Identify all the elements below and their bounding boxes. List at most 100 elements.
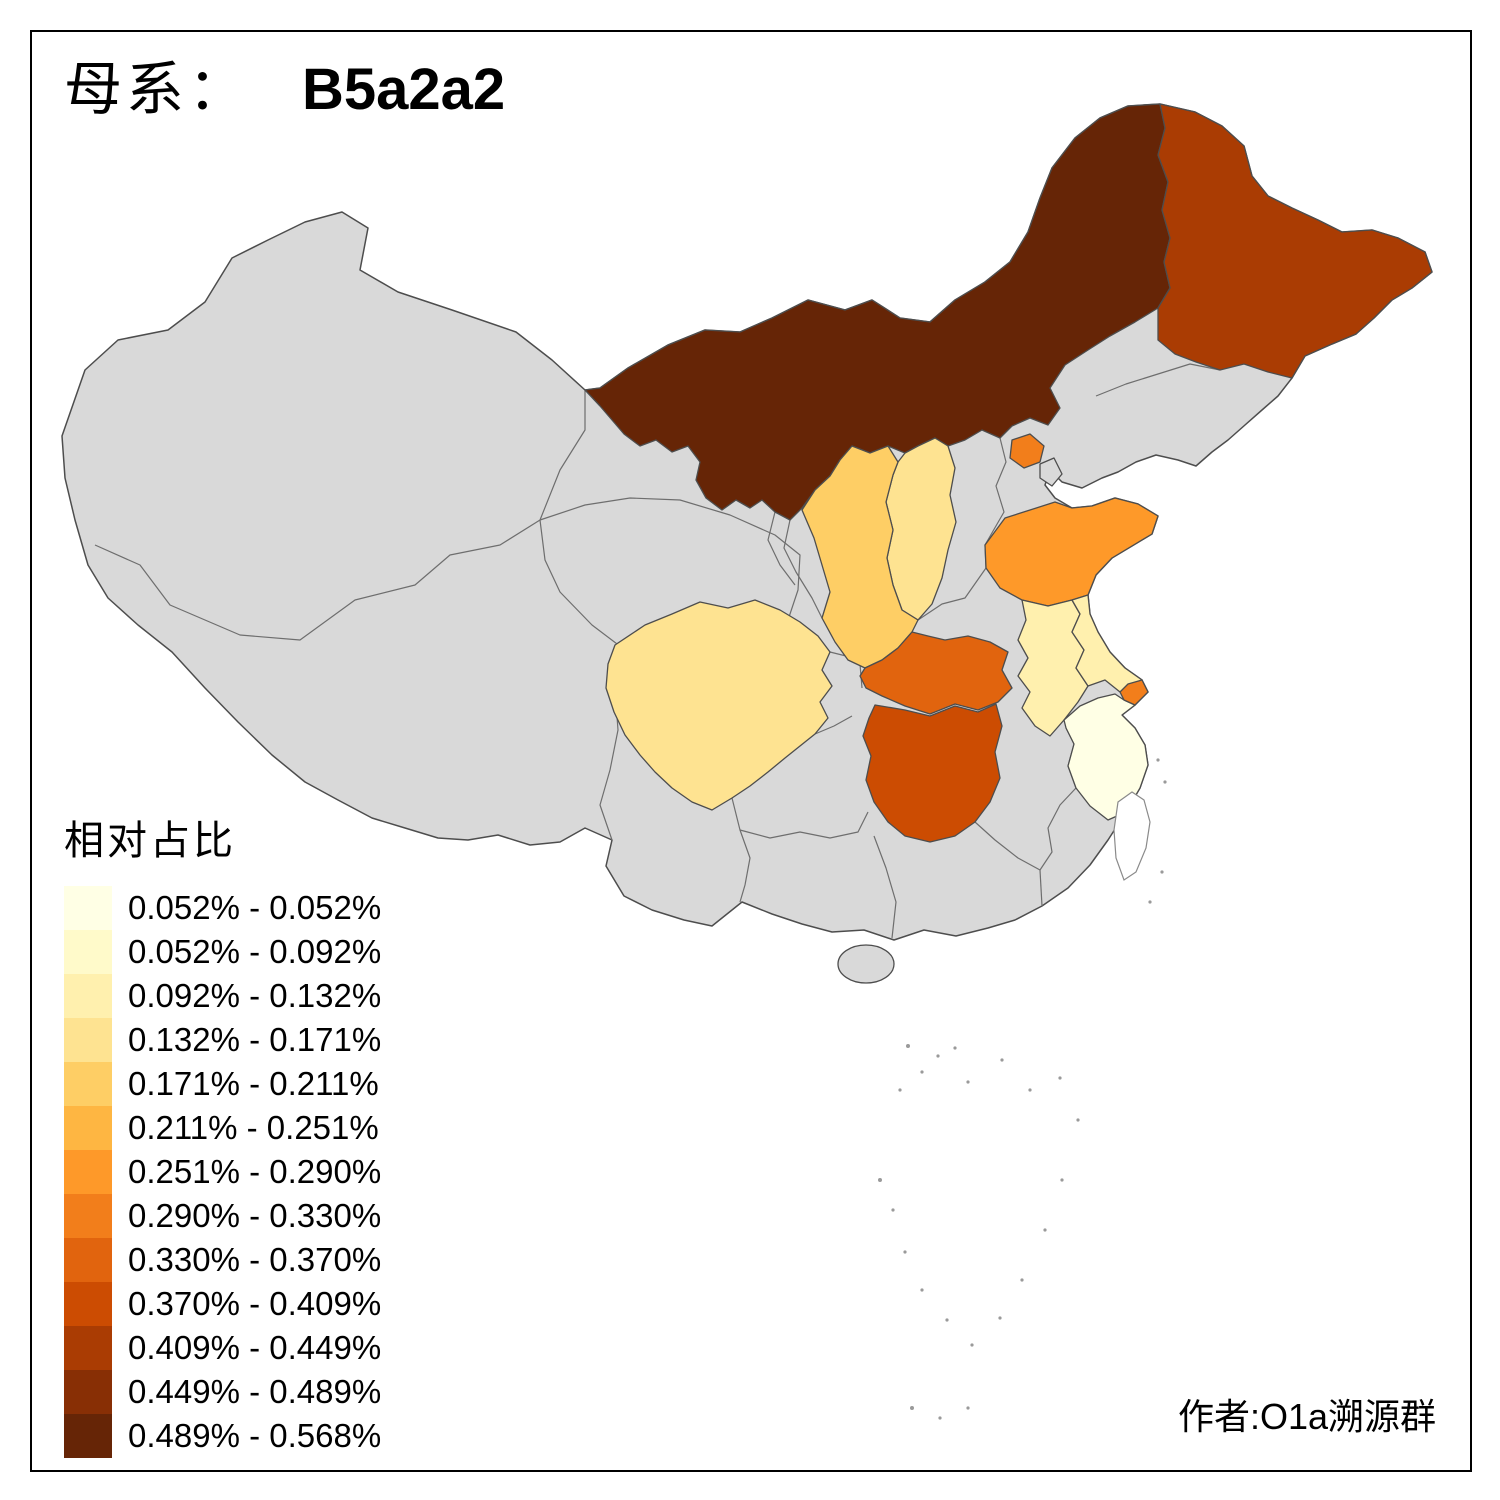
hainan-island [837,944,895,984]
region-hubei [859,631,1013,715]
legend-row: 0.330% - 0.370% [64,1238,381,1282]
province-border-line [539,390,586,521]
legend-row: 0.290% - 0.330% [64,1194,381,1238]
author-credit: 作者:O1a溯源群 [1178,1396,1437,1437]
taiwan-island [1113,791,1151,881]
region-tianjin [1039,457,1063,487]
legend-row: 0.449% - 0.489% [64,1370,381,1414]
region-sichuan [605,599,833,811]
legend-label: 0.052% - 0.092% [128,933,382,970]
islet [1156,758,1160,762]
islet [1000,1058,1004,1062]
legend: 相对占比 0.052% - 0.052% 0.052% - 0.092% 0.0… [64,808,381,1458]
legend-row: 0.132% - 0.171% [64,1018,381,1062]
islet [1076,1118,1080,1122]
islet [936,1054,940,1058]
province-border-line [783,519,823,619]
legend-label: 0.409% - 0.449% [128,1329,382,1366]
legend-swatch [64,1106,112,1150]
legend-swatch [64,1018,112,1062]
islet [903,1250,907,1254]
legend-label: 0.171% - 0.211% [128,1065,379,1102]
province-border-line [1095,363,1221,397]
province-border-line [917,567,987,621]
legend-label: 0.092% - 0.132% [128,977,382,1014]
province-border-line [739,811,869,839]
legend-swatch [64,1238,112,1282]
legend-swatch [64,1194,112,1238]
province-border-line [873,835,897,939]
legend-swatch [64,1414,112,1458]
legend-swatch [64,1062,112,1106]
islet [998,1316,1002,1320]
legend-label: 0.489% - 0.568% [128,1417,382,1454]
legend-swatch [64,1282,112,1326]
title-haplogroup-value: B5a2a2 [302,57,506,122]
province-border-line [1039,869,1043,907]
plot-frame [30,30,1472,1472]
islet [1160,870,1164,874]
islet [1058,1076,1062,1080]
region-hunan [862,703,1003,843]
legend-label: 0.132% - 0.171% [128,1021,382,1058]
legend-label: 0.449% - 0.489% [128,1373,382,1410]
islet [1028,1088,1032,1092]
province-border-line [94,519,541,641]
legend-row: 0.489% - 0.568% [64,1414,381,1458]
region-shanghai [1119,679,1149,706]
title-haplogroup-label: 母系： [64,57,251,122]
islet [878,1178,882,1182]
islet [1020,1278,1024,1282]
legend-label: 0.251% - 0.290% [128,1153,382,1190]
legend-row: 0.052% - 0.052% [64,886,381,930]
province-border-line [767,511,796,586]
legend-row: 0.211% - 0.251% [64,1106,381,1150]
region-zhejiang [1063,693,1149,821]
province-border-line [814,715,853,735]
legend-swatch [64,930,112,974]
legend-label: 0.370% - 0.409% [128,1285,382,1322]
region-beijing [1009,433,1045,469]
legend-swatch [64,1326,112,1370]
legend-label: 0.290% - 0.330% [128,1197,382,1234]
islet [1148,900,1152,904]
legend-row: 0.251% - 0.290% [64,1150,381,1194]
islet [970,1343,974,1347]
islet [1043,1228,1047,1232]
islet [1163,780,1167,784]
legend-row: 0.052% - 0.092% [64,930,381,974]
province-border-line [731,797,751,903]
province-border-line [974,821,1041,871]
legend-swatch [64,886,112,930]
legend-swatch [64,1370,112,1414]
south-china-sea-islands [878,758,1167,1420]
islet [966,1080,970,1084]
islet [891,1208,895,1212]
legend-swatch [64,974,112,1018]
legend-title: 相对占比 [64,819,236,863]
legend-row: 0.171% - 0.211% [64,1062,381,1106]
islet [1060,1178,1064,1182]
legend-label: 0.052% - 0.052% [128,889,382,926]
islet [945,1318,949,1322]
choropleth-regions [584,103,1433,843]
islet [966,1406,970,1410]
page-title: 母系： B5a2a2 [64,58,505,122]
islet [953,1046,957,1050]
legend-row: 0.370% - 0.409% [64,1282,381,1326]
islet [920,1288,924,1292]
region-heilongjiang [1157,103,1433,379]
legend-swatch [64,1150,112,1194]
islet [898,1088,902,1092]
legend-label: 0.211% - 0.251% [128,1109,379,1146]
islet [938,1416,942,1420]
legend-row: 0.092% - 0.132% [64,974,381,1018]
islet [906,1044,910,1048]
islet [920,1070,924,1074]
legend-label: 0.330% - 0.370% [128,1241,382,1278]
legend-row: 0.409% - 0.449% [64,1326,381,1370]
region-inner-mongolia [584,103,1171,521]
islet [910,1406,914,1410]
